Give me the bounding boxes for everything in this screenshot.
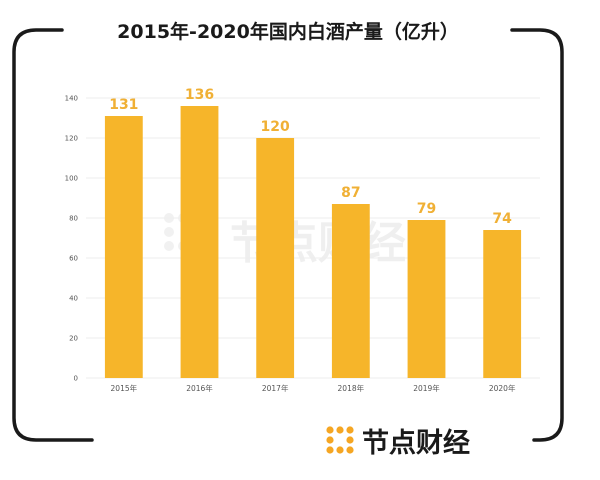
y-tick-label: 140 (65, 95, 78, 103)
bar (104, 116, 143, 378)
data-label: 74 (492, 211, 512, 227)
y-tick-label: 20 (69, 335, 78, 343)
chart-title: 2015年-2020年国内白酒产量（亿升） (117, 20, 459, 43)
data-label: 79 (417, 201, 436, 217)
chart-frame (12, 28, 564, 442)
brand-name: 节点财经 (362, 427, 470, 459)
x-axis: 2015年 2016年 2017年 2018年 2019年 2020年 (111, 383, 516, 393)
data-label: 131 (109, 97, 138, 113)
x-tick-label: 2015年 (111, 383, 138, 393)
data-label: 120 (261, 119, 290, 135)
brand: 节点财经 (318, 420, 530, 460)
x-tick-label: 2020年 (489, 383, 516, 393)
data-label: 87 (341, 185, 360, 201)
y-tick-label: 40 (69, 295, 78, 303)
y-tick-label: 120 (65, 135, 78, 143)
bar (180, 106, 219, 378)
data-labels: 131 136 120 87 79 74 (109, 87, 512, 227)
x-tick-label: 2016年 (186, 383, 213, 393)
y-tick-label: 80 (69, 215, 78, 223)
y-tick-label: 100 (65, 175, 78, 183)
y-tick-label: 60 (69, 255, 78, 263)
x-tick-label: 2017年 (262, 383, 289, 393)
bar (483, 230, 522, 378)
y-tick-label: 0 (74, 375, 78, 383)
grid-lines (86, 97, 540, 379)
x-tick-label: 2018年 (338, 383, 365, 393)
bar (256, 138, 295, 378)
bar (331, 204, 370, 378)
bar (407, 220, 446, 378)
brand-logo-icon (326, 426, 354, 454)
x-tick-label: 2019年 (413, 383, 440, 393)
y-axis: 0 20 40 60 80 100 120 140 (65, 95, 78, 383)
data-label: 136 (185, 87, 214, 103)
bars (104, 106, 522, 378)
